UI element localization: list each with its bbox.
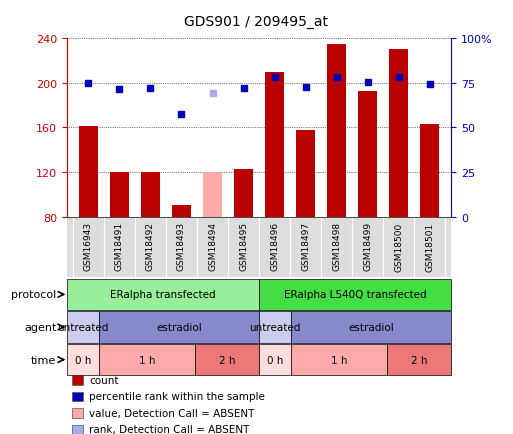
Text: GSM18497: GSM18497 [301,222,310,271]
Text: count: count [89,375,119,385]
Text: 1 h: 1 h [331,355,347,365]
Bar [414,217,445,278]
Bar [197,217,228,278]
Bar [259,217,290,278]
Bar [172,206,191,217]
Text: GSM18493: GSM18493 [177,222,186,271]
Text: GSM18498: GSM18498 [332,222,341,271]
Text: agent: agent [24,322,56,332]
Bar [421,125,439,217]
Bar [135,217,166,278]
Bar [352,217,383,278]
Bar [327,45,346,217]
Bar [265,72,284,217]
Bar [79,127,97,217]
Text: percentile rank within the sample: percentile rank within the sample [89,391,265,401]
Text: 2 h: 2 h [219,355,235,365]
Text: GSM18501: GSM18501 [425,222,434,271]
Text: ERalpha transfected: ERalpha transfected [110,290,215,299]
Bar [166,217,197,278]
Text: 2 h: 2 h [411,355,428,365]
Bar [73,217,104,278]
Text: 0 h: 0 h [74,355,91,365]
Bar [203,173,222,217]
Text: GSM16943: GSM16943 [84,222,93,271]
Text: GDS901 / 209495_at: GDS901 / 209495_at [185,15,328,29]
Text: GSM18500: GSM18500 [394,222,403,271]
Bar [297,130,315,217]
Text: estradiol: estradiol [348,322,394,332]
Text: GSM18492: GSM18492 [146,222,155,271]
Bar [228,217,259,278]
Bar [110,173,129,217]
Text: protocol: protocol [11,290,56,299]
Text: GSM18495: GSM18495 [239,222,248,271]
Text: GSM18499: GSM18499 [363,222,372,271]
Bar [141,173,160,217]
Bar [359,91,377,217]
Text: rank, Detection Call = ABSENT: rank, Detection Call = ABSENT [89,424,250,434]
Text: untreated: untreated [57,322,108,332]
Text: untreated: untreated [249,322,301,332]
Text: ERalpha L540Q transfected: ERalpha L540Q transfected [284,290,427,299]
Text: GSM18496: GSM18496 [270,222,279,271]
Bar [290,217,321,278]
Text: 1 h: 1 h [139,355,155,365]
Text: value, Detection Call = ABSENT: value, Detection Call = ABSENT [89,408,254,418]
Text: estradiol: estradiol [156,322,202,332]
Bar [234,169,253,217]
Bar [321,217,352,278]
Bar [104,217,135,278]
Text: 0 h: 0 h [267,355,283,365]
Text: time: time [31,355,56,365]
Text: GSM18494: GSM18494 [208,222,217,271]
Bar [389,50,408,217]
Text: GSM18491: GSM18491 [115,222,124,271]
Bar [383,217,414,278]
